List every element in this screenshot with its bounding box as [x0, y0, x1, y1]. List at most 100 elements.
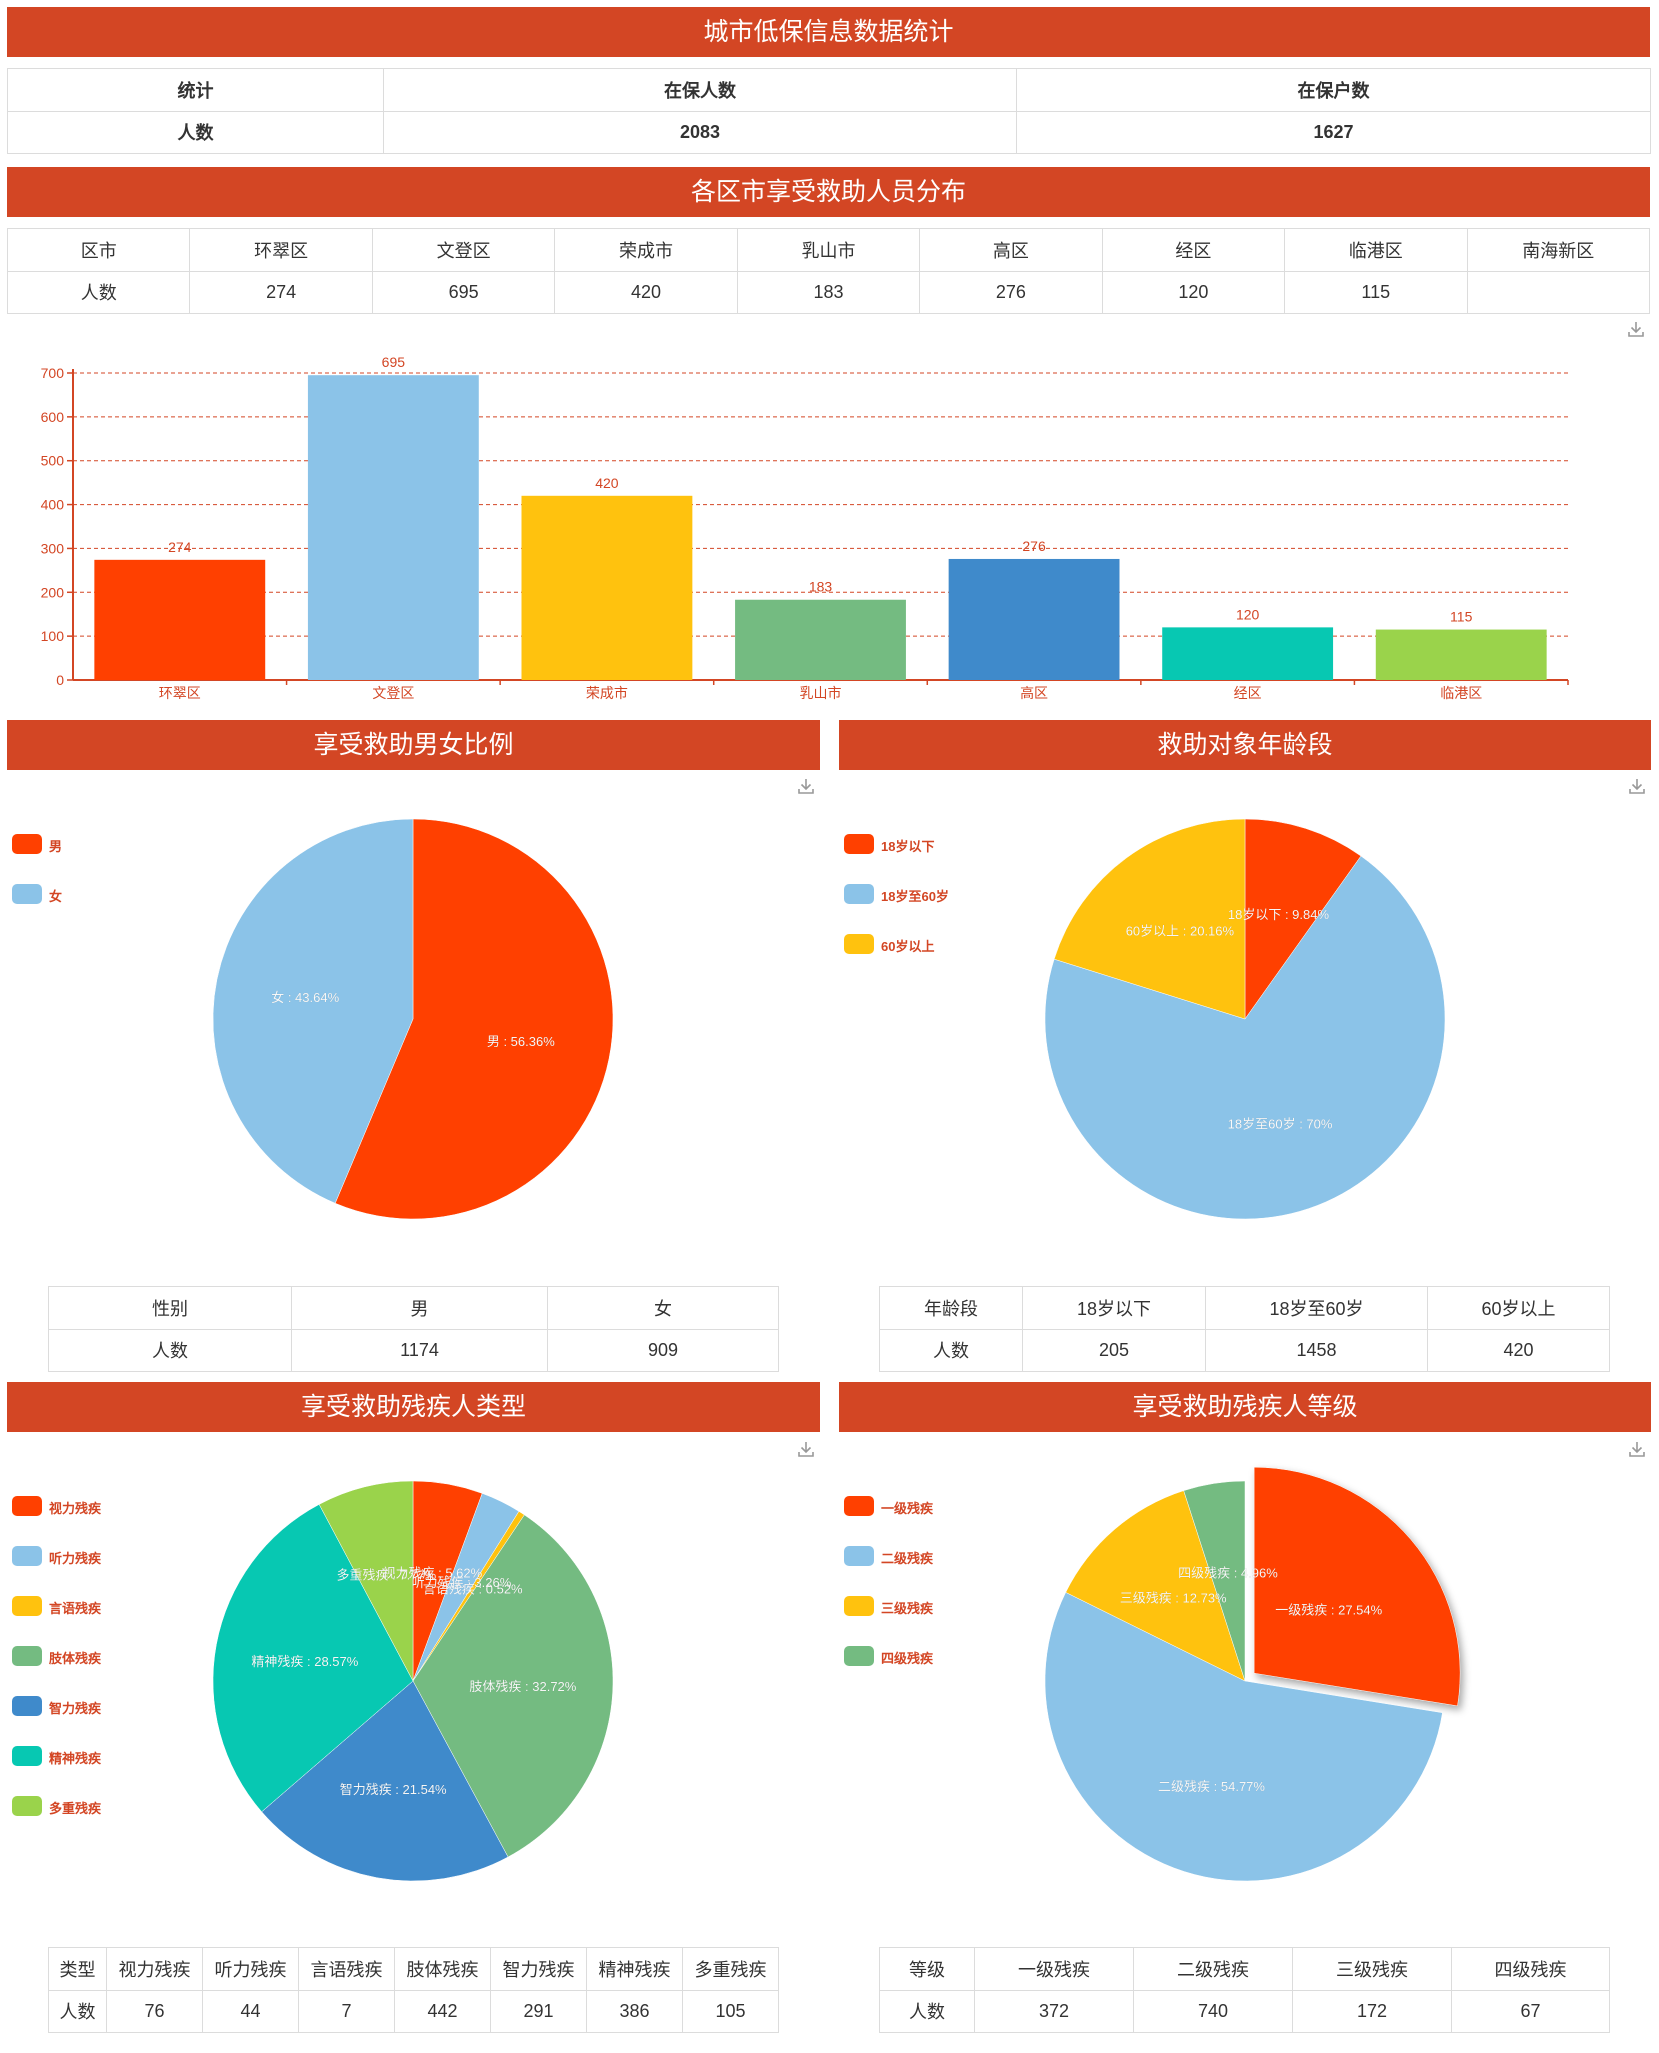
- table-cell: 人数: [48, 1328, 292, 1372]
- bar-value-label: 120: [1236, 606, 1260, 622]
- pie-slice[interactable]: [212, 818, 414, 1204]
- legend-swatch: [12, 1496, 42, 1516]
- legend-label: 视力残疾: [49, 1501, 102, 1516]
- table-cell: 男: [291, 1286, 548, 1330]
- pie-slice[interactable]: [1253, 1466, 1461, 1707]
- table-cell: 7: [298, 1989, 395, 2033]
- table-cell: 人数: [879, 1328, 1023, 1372]
- legend-label: 精神残疾: [49, 1751, 102, 1766]
- pie-slice[interactable]: [1183, 1480, 1246, 1682]
- table-cell: 一级残疾: [974, 1947, 1134, 1991]
- table-cell: 区市: [6, 228, 191, 272]
- pie-slice[interactable]: [1065, 1490, 1246, 1682]
- bar[interactable]: [735, 599, 906, 680]
- table-cell: 44: [202, 1989, 299, 2033]
- bar[interactable]: [307, 375, 479, 680]
- section-title-gender: 享受救助男女比例: [7, 720, 820, 770]
- table-header-row: 年龄段 18岁以下 18岁至60岁 60岁以上: [879, 1286, 1610, 1330]
- download-icon[interactable]: [1628, 777, 1646, 795]
- legend-swatch: [844, 934, 874, 954]
- bar[interactable]: [1375, 629, 1547, 680]
- legend-swatch: [12, 1646, 42, 1666]
- y-tick-label: 200: [41, 584, 65, 600]
- table-cell: 2083: [383, 110, 1017, 154]
- bar-value-label: 695: [382, 354, 406, 370]
- download-icon[interactable]: [797, 1440, 815, 1458]
- download-icon[interactable]: [797, 777, 815, 795]
- x-tick-label: 文登区: [372, 685, 414, 701]
- legend-label: 言语残疾: [49, 1601, 102, 1616]
- table-cell: 性别: [48, 1286, 292, 1330]
- disability-level-table: 等级 一级残疾 二级残疾 三级残疾 四级残疾 人数 372 740 172 67: [879, 1947, 1610, 2033]
- table-cell: 人数: [879, 1989, 975, 2033]
- legend-label: 女: [49, 889, 63, 904]
- y-tick-label: 400: [41, 497, 65, 513]
- y-tick-label: 500: [41, 453, 65, 469]
- legend-label: 18岁至60岁: [881, 889, 949, 904]
- table-row: 人数 205 1458 420: [879, 1328, 1610, 1372]
- table-cell: 文登区: [371, 228, 556, 272]
- legend-label: 听力残疾: [49, 1551, 102, 1566]
- bar[interactable]: [1162, 627, 1334, 680]
- table-cell: 统计: [7, 68, 384, 112]
- table-header-row: 区市 环翠区 文登区 荣成市 乳山市 高区 经区 临港区 南海新区: [6, 228, 1650, 272]
- table-cell: 67: [1451, 1989, 1610, 2033]
- y-tick-label: 100: [41, 628, 65, 644]
- pie-slice[interactable]: [261, 1680, 509, 1882]
- table-cell: 智力残疾: [490, 1947, 587, 1991]
- table-cell: 60岁以上: [1427, 1286, 1610, 1330]
- table-cell: 环翠区: [189, 228, 373, 272]
- download-icon[interactable]: [1627, 320, 1645, 338]
- legend-swatch: [12, 1746, 42, 1766]
- x-tick-label: 乳山市: [800, 685, 842, 701]
- table-row: 人数 1174 909: [48, 1328, 779, 1372]
- table-cell: 76: [106, 1989, 203, 2033]
- y-tick-label: 600: [41, 409, 65, 425]
- pie-slice[interactable]: [1044, 1592, 1443, 1882]
- legend-label: 60岁以上: [881, 939, 935, 954]
- table-cell: 多重残疾: [682, 1947, 779, 1991]
- bar-value-label: 183: [809, 579, 833, 595]
- table-header-row: 类型 视力残疾 听力残疾 言语残疾 肢体残疾 智力残疾 精神残疾 多重残疾: [48, 1947, 779, 1991]
- pie-slice[interactable]: [334, 818, 614, 1220]
- table-cell: 420: [1427, 1328, 1610, 1372]
- pie-group: 男 : 56.36%女 : 43.64%: [212, 818, 614, 1220]
- legend-swatch: [12, 1596, 42, 1616]
- table-cell: 二级残疾: [1133, 1947, 1293, 1991]
- pie-slice[interactable]: [1044, 855, 1446, 1220]
- legend-label: 二级残疾: [881, 1551, 934, 1566]
- legend-label: 多重残疾: [49, 1801, 102, 1816]
- table-cell: 291: [490, 1989, 587, 2033]
- x-tick-label: 经区: [1234, 685, 1262, 701]
- legend-label: 三级残疾: [881, 1601, 934, 1616]
- districts-table: 区市 环翠区 文登区 荣成市 乳山市 高区 经区 临港区 南海新区 人数 274…: [6, 228, 1650, 314]
- legend-swatch: [844, 1646, 874, 1666]
- table-cell: 1458: [1205, 1328, 1428, 1372]
- table-cell: 肢体残疾: [394, 1947, 491, 1991]
- download-icon[interactable]: [1628, 1440, 1646, 1458]
- table-cell: 听力残疾: [202, 1947, 299, 1991]
- bar[interactable]: [948, 558, 1120, 680]
- bar[interactable]: [521, 495, 693, 680]
- pie-slice[interactable]: [1244, 818, 1362, 1020]
- table-cell: 274: [189, 270, 373, 314]
- pie-slice[interactable]: [1053, 818, 1246, 1020]
- pie-slice[interactable]: [212, 1504, 414, 1813]
- table-cell: 172: [1292, 1989, 1452, 2033]
- pie-slice[interactable]: [318, 1480, 414, 1682]
- legend-swatch: [844, 1596, 874, 1616]
- table-cell: 740: [1133, 1989, 1293, 2033]
- table-cell: 乳山市: [736, 228, 921, 272]
- bar[interactable]: [94, 559, 266, 680]
- table-cell: 类型: [48, 1947, 107, 1991]
- table-row: 人数 2083 1627: [7, 110, 1651, 154]
- bar-value-label: 274: [168, 539, 192, 555]
- pie-slice[interactable]: [412, 1514, 614, 1858]
- table-cell: 女: [547, 1286, 779, 1330]
- table-cell: 386: [586, 1989, 683, 2033]
- y-tick-label: 0: [56, 672, 64, 688]
- legend-swatch: [12, 1696, 42, 1716]
- legend-label: 肢体残疾: [49, 1651, 102, 1666]
- legend-label: 智力残疾: [49, 1701, 102, 1716]
